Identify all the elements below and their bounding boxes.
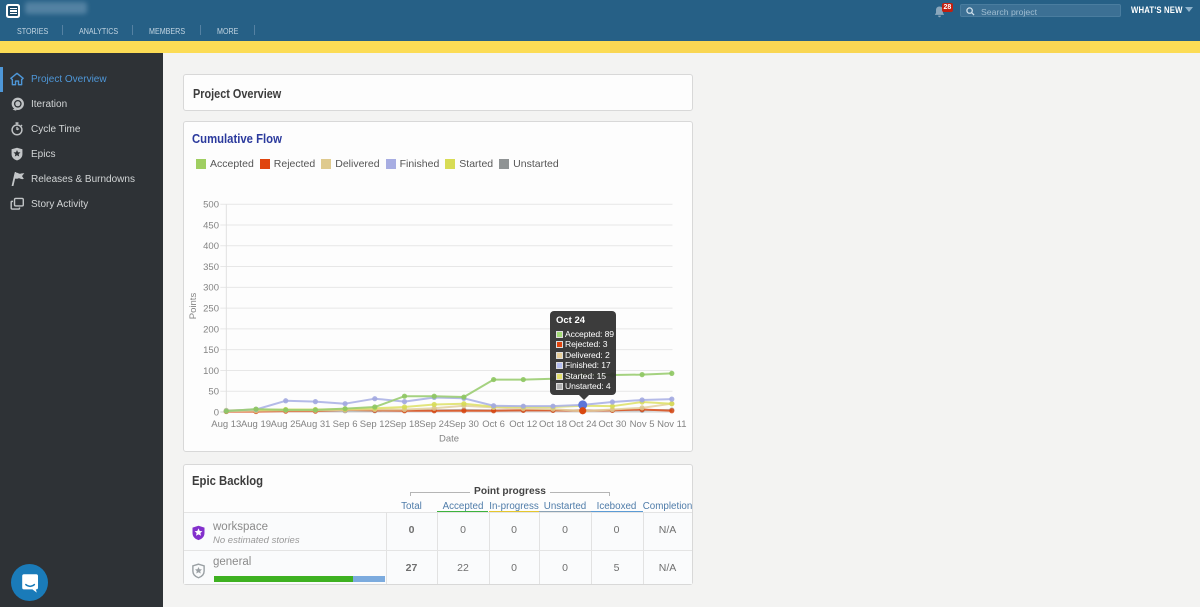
svg-text:250: 250 (203, 304, 219, 315)
svg-text:Aug 25: Aug 25 (271, 419, 301, 430)
svg-text:Oct 6: Oct 6 (482, 419, 505, 430)
svg-text:Date: Date (439, 434, 459, 445)
svg-text:Aug 19: Aug 19 (241, 419, 271, 430)
svg-text:150: 150 (203, 345, 219, 356)
svg-text:Oct 24: Oct 24 (569, 419, 597, 430)
svg-text:350: 350 (203, 262, 219, 273)
svg-text:400: 400 (203, 241, 219, 252)
svg-text:500: 500 (203, 200, 219, 211)
svg-text:Sep 12: Sep 12 (360, 419, 390, 430)
svg-text:Sep 30: Sep 30 (449, 419, 479, 430)
svg-text:Points: Points (188, 293, 199, 320)
svg-text:50: 50 (208, 387, 219, 398)
svg-text:300: 300 (203, 283, 219, 294)
svg-text:Aug 13: Aug 13 (211, 419, 241, 430)
svg-text:200: 200 (203, 324, 219, 335)
svg-text:Sep 18: Sep 18 (389, 419, 419, 430)
svg-text:100: 100 (203, 366, 219, 377)
svg-text:450: 450 (203, 220, 219, 231)
svg-text:0: 0 (214, 407, 219, 418)
svg-text:Aug 31: Aug 31 (300, 419, 330, 430)
svg-text:Nov 11: Nov 11 (657, 419, 686, 430)
svg-text:Oct 30: Oct 30 (598, 419, 626, 430)
svg-text:Sep 6: Sep 6 (333, 419, 358, 430)
svg-text:Oct 18: Oct 18 (539, 419, 567, 430)
svg-text:Oct 12: Oct 12 (509, 419, 537, 430)
svg-text:Sep 24: Sep 24 (419, 419, 449, 430)
svg-text:Nov 5: Nov 5 (630, 419, 655, 430)
